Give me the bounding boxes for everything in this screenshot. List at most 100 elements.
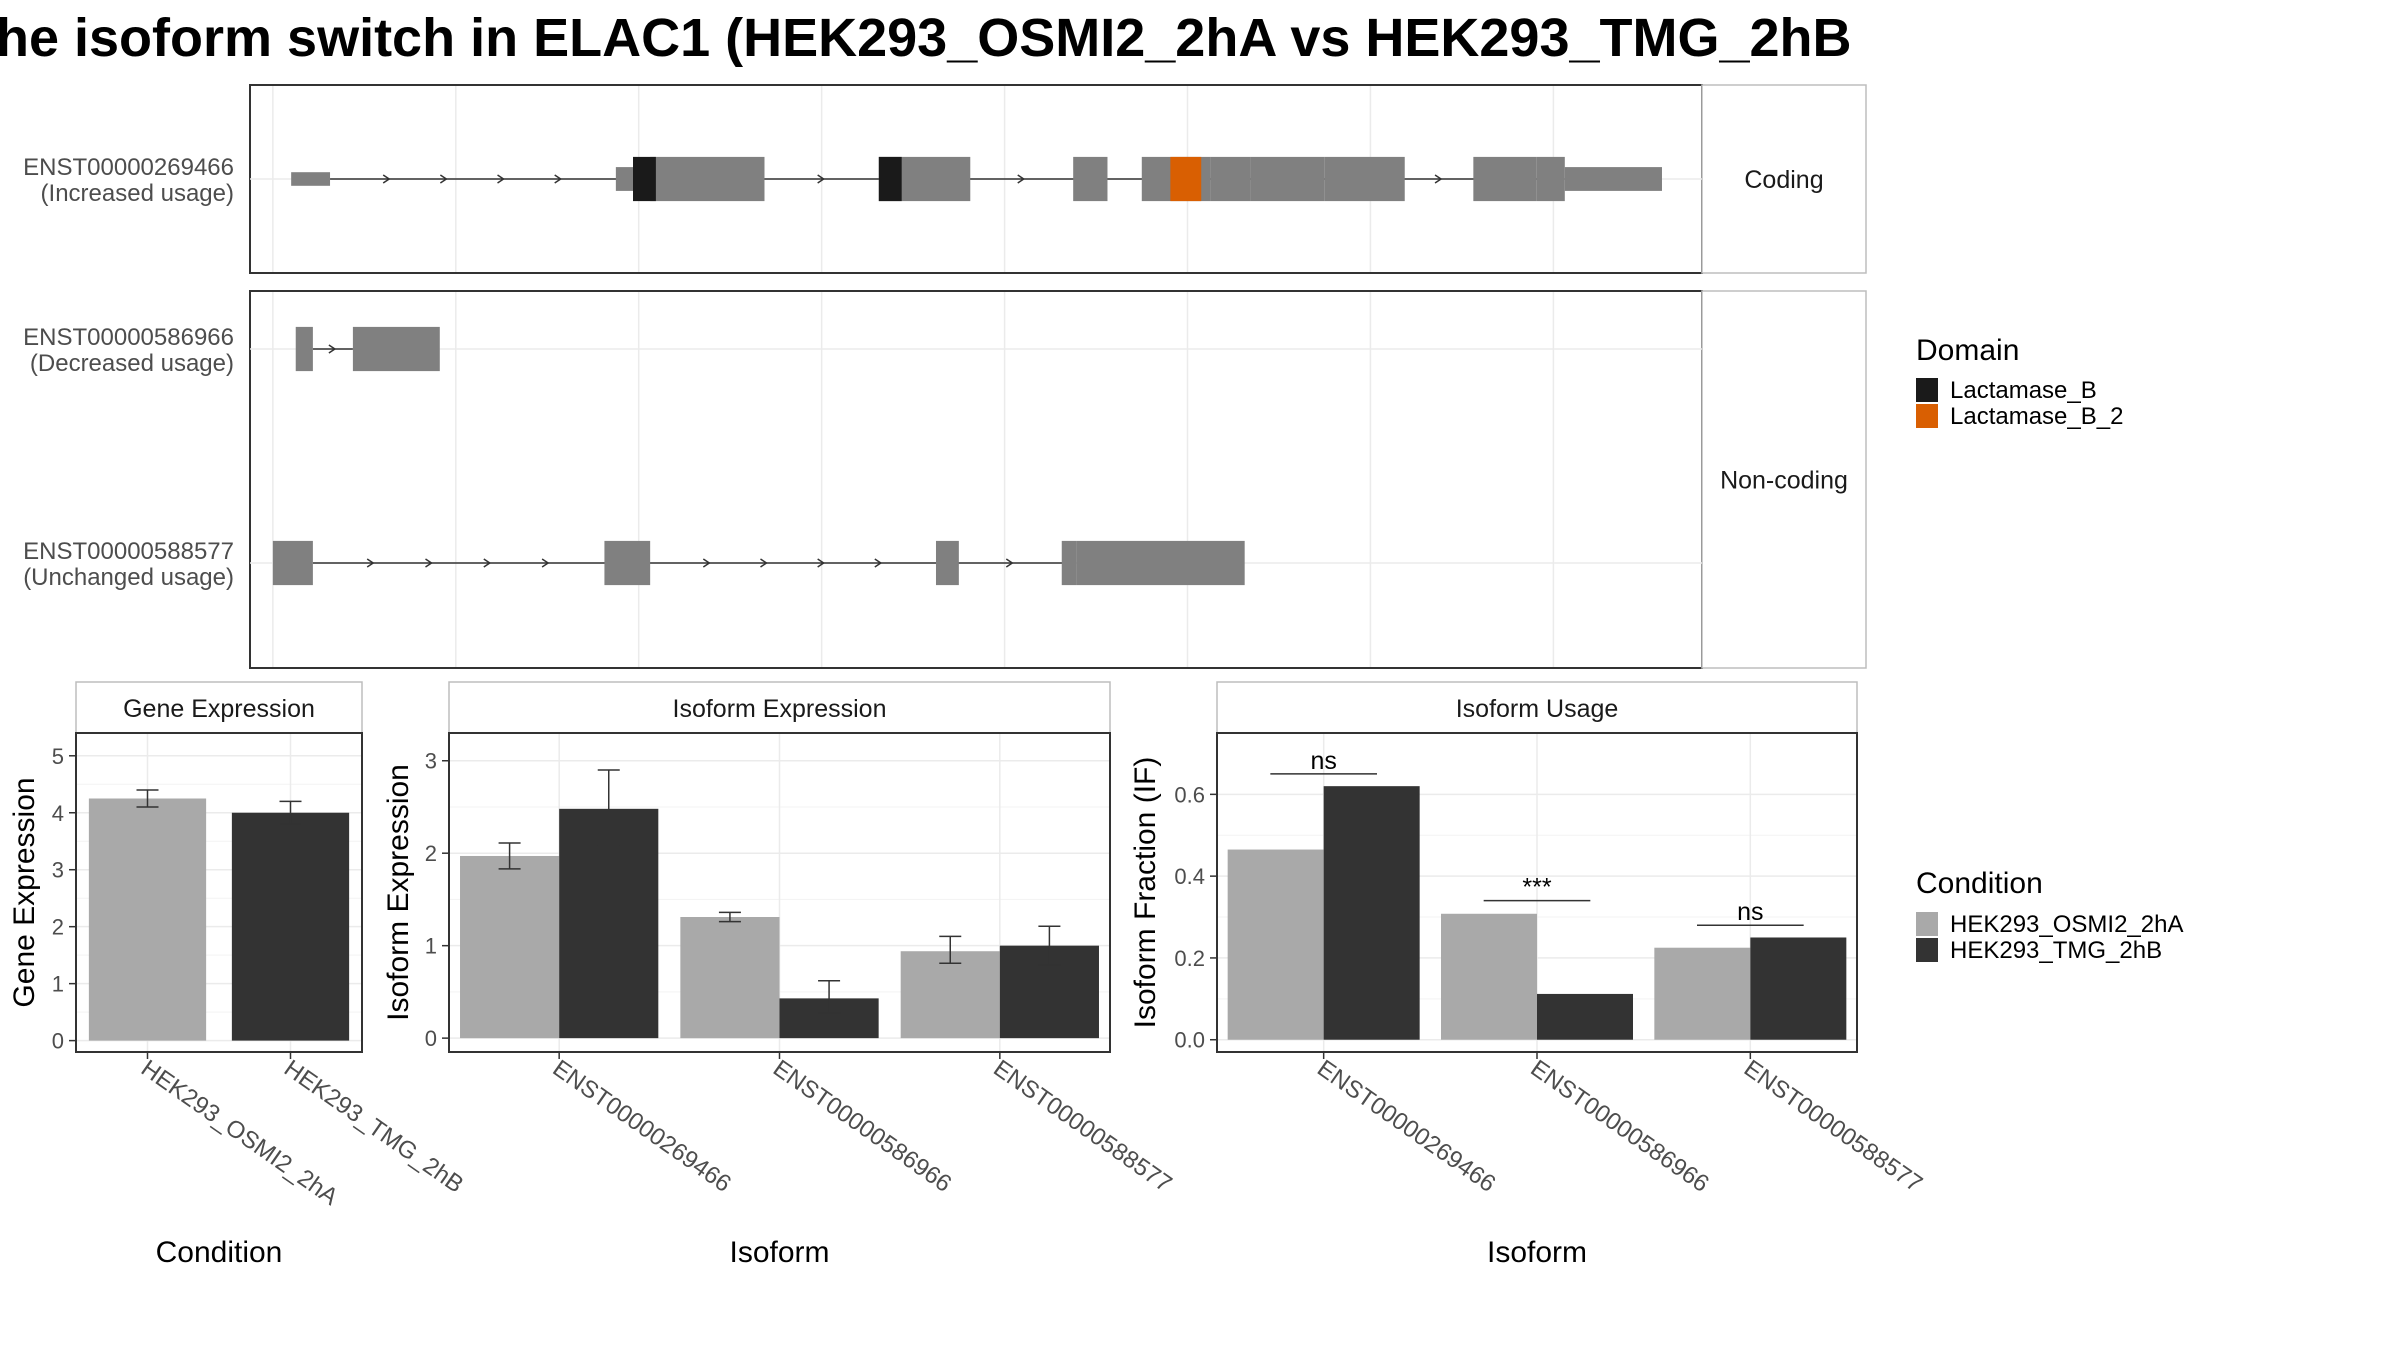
isoform-usage-label-ENST00000269466: (Increased usage) bbox=[41, 180, 234, 207]
domain-lactamase-b-1 bbox=[633, 156, 656, 202]
bar-isoform-expression-enst00000269466-hek293-tmg-2hb bbox=[559, 808, 659, 1039]
exon-ENST00000588577-3 bbox=[935, 540, 959, 586]
exon-ENST00000269466-12 bbox=[1564, 167, 1662, 191]
exon-ENST00000269466-8 bbox=[1250, 156, 1325, 202]
bar-isoform-usage-enst00000269466-hek293-osmi2-2ha bbox=[1227, 849, 1324, 1040]
exon-ENST00000586966-2 bbox=[352, 326, 440, 372]
chart-isoform-usage: Isoform Usage ns *** ns 0.0 0.2 0.4 0.6 ENST0000… bbox=[1129, 681, 1927, 1269]
bar-isoform-expression-enst00000586966-hek293-osmi2-2ha bbox=[680, 917, 780, 1039]
transcript-structure-plot: Coding Non-coding ENST00000269466(Increase… bbox=[23, 84, 1867, 669]
domain-lactamase-b-2-3 bbox=[1170, 156, 1202, 202]
intron-arrow bbox=[439, 174, 448, 184]
domain-legend-key-lactamase-b-2 bbox=[1916, 404, 1938, 428]
exon-ENST00000586966-1 bbox=[295, 326, 313, 372]
condition-legend-title: Condition bbox=[1916, 867, 2043, 900]
exon-ENST00000269466-10 bbox=[1473, 156, 1537, 202]
condition-legend-key-tmg bbox=[1916, 938, 1938, 962]
domain-legend-key-lactamase-b bbox=[1916, 378, 1938, 402]
error-bar bbox=[597, 769, 620, 847]
x-tick-label: ENST00000269466 bbox=[548, 1055, 736, 1198]
exon-ENST00000588577-1 bbox=[272, 540, 313, 586]
y-tick-label: 0.2 bbox=[1174, 946, 1205, 971]
domain-legend: Domain Lactamase_B Lactamase_B_2 bbox=[1916, 334, 2123, 430]
transcript-panel-bg-non-coding bbox=[250, 291, 1702, 668]
significance-label: *** bbox=[1522, 874, 1551, 902]
bar-isoform-expression-enst00000269466-hek293-osmi2-2ha bbox=[460, 855, 560, 1039]
y-tick-label: 4 bbox=[52, 801, 64, 826]
bar-isoform-usage-enst00000588577-hek293-osmi2-2ha bbox=[1654, 947, 1751, 1040]
panel-strip-isoform-expression bbox=[448, 681, 1111, 734]
condition-legend: Condition HEK293_OSMI2_2hA HEK293_TMG_2h… bbox=[1916, 867, 2183, 964]
intron-arrow bbox=[497, 174, 505, 184]
bar-isoform-expression-enst00000588577-hek293-osmi2-2ha bbox=[900, 951, 1000, 1039]
intron-arrow bbox=[1005, 558, 1014, 568]
y-tick-label: 1 bbox=[52, 972, 64, 997]
exon-ENST00000269466-1 bbox=[291, 172, 331, 186]
bar-gene-expression-hek293-osmi2-2ha bbox=[88, 798, 207, 1041]
bar-isoform-usage-enst00000586966-hek293-tmg-2hb bbox=[1537, 993, 1633, 1040]
x-tick-label: ENST00000269466 bbox=[1312, 1055, 1500, 1198]
isoform-label-ENST00000269466: ENST00000269466 bbox=[23, 154, 234, 181]
isoform-usage-label-ENST00000588577: (Unchanged usage) bbox=[23, 564, 234, 591]
exon-ENST00000269466-3 bbox=[650, 156, 765, 202]
domain-legend-title: Domain bbox=[1916, 334, 2019, 367]
y-axis-title-gene-expression: Gene Expression bbox=[8, 777, 41, 1007]
panel-border bbox=[75, 732, 363, 1053]
x-tick-label: ENST00000586966 bbox=[1526, 1055, 1714, 1198]
panel-strip-label-gene-expression: Gene Expression bbox=[123, 695, 315, 723]
intron-arrow bbox=[1017, 174, 1026, 184]
domain-legend-label-lactamase-b: Lactamase_B bbox=[1950, 377, 2097, 404]
error-bar bbox=[279, 800, 302, 825]
y-tick-label: 0.0 bbox=[1174, 1028, 1205, 1053]
y-tick-label: 3 bbox=[52, 858, 64, 883]
x-axis-title-isoform-usage: Isoform bbox=[1487, 1236, 1587, 1269]
exon-ENST00000588577-4 bbox=[1061, 540, 1077, 586]
intron-arrow bbox=[554, 174, 563, 184]
bar-isoform-usage-enst00000586966-hek293-osmi2-2ha bbox=[1441, 913, 1537, 1040]
y-tick-label: 0.4 bbox=[1174, 864, 1205, 889]
intron-arrow bbox=[483, 558, 492, 568]
x-axis-title-isoform-expression: Isoform bbox=[729, 1236, 829, 1269]
y-tick-label: 2 bbox=[52, 915, 64, 940]
x-tick-label: ENST00000588577 bbox=[1739, 1055, 1927, 1198]
domain-lactamase-b-2 bbox=[878, 156, 902, 202]
facet-label-non-coding: Non-coding bbox=[1720, 467, 1848, 495]
intron-arrow bbox=[760, 558, 768, 568]
panel-strip-isoform-usage bbox=[1216, 681, 1858, 734]
significance-label: ns bbox=[1737, 898, 1763, 926]
significance-label: ns bbox=[1310, 747, 1336, 775]
facet-strip-non-coding bbox=[1701, 290, 1867, 669]
intron-arrow bbox=[425, 558, 433, 568]
isoform-usage-label-ENST00000586966: (Decreased usage) bbox=[30, 350, 234, 377]
error-bar bbox=[718, 911, 741, 923]
bar-isoform-usage-enst00000588577-hek293-tmg-2hb bbox=[1750, 937, 1847, 1040]
error-bar bbox=[136, 789, 159, 808]
bar-gene-expression-hek293-tmg-2hb bbox=[231, 812, 350, 1041]
bar-isoform-usage-enst00000269466-hek293-tmg-2hb bbox=[1323, 786, 1420, 1040]
y-tick-label: 0.6 bbox=[1174, 782, 1205, 807]
exon-ENST00000588577-2 bbox=[604, 540, 651, 586]
x-tick-label: ENST00000586966 bbox=[768, 1055, 956, 1198]
error-bar bbox=[1038, 925, 1061, 966]
y-tick-label: 3 bbox=[425, 749, 437, 774]
condition-legend-key-osmi2 bbox=[1916, 912, 1938, 936]
intron-arrow bbox=[1434, 174, 1443, 184]
x-tick-label: ENST00000588577 bbox=[988, 1055, 1176, 1198]
panel-strip-gene-expression bbox=[75, 681, 363, 734]
error-bar bbox=[818, 980, 841, 1014]
panel-strip-label-isoform-usage: Isoform Usage bbox=[1456, 695, 1619, 723]
intron-arrow bbox=[702, 558, 711, 568]
condition-legend-label-osmi2: HEK293_OSMI2_2hA bbox=[1950, 911, 2183, 938]
error-bar bbox=[498, 842, 521, 870]
panel-strip-label-isoform-expression: Isoform Expression bbox=[673, 695, 887, 723]
y-tick-label: 0 bbox=[425, 1026, 437, 1051]
intron-arrow bbox=[382, 174, 391, 184]
x-axis-title-gene-expression: Condition bbox=[156, 1236, 283, 1269]
domain-legend-label-lactamase-b-2: Lactamase_B_2 bbox=[1950, 403, 2123, 430]
y-tick-label: 0 bbox=[52, 1029, 64, 1054]
intron-arrow bbox=[328, 344, 337, 354]
exon-ENST00000588577-5 bbox=[1076, 540, 1245, 586]
figure-title: he isoform switch in ELAC1 (HEK293_OSMI2… bbox=[0, 8, 1852, 68]
